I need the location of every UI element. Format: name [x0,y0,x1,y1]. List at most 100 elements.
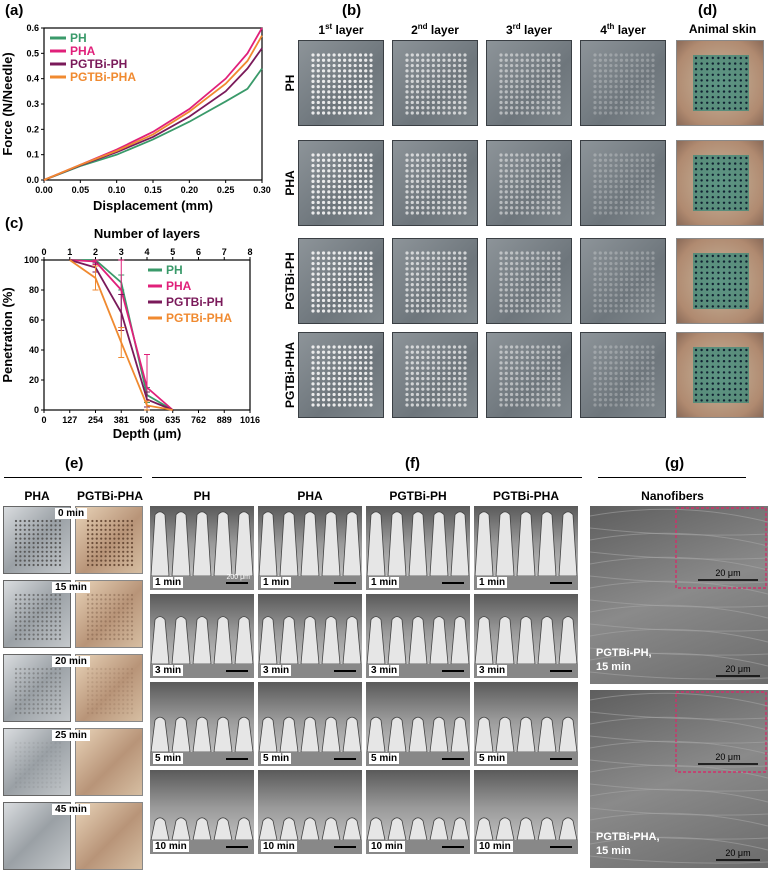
sem-image: 3 min [366,594,470,678]
stained-array [693,55,749,111]
dissolution-col-pha: PHA [24,489,50,503]
time-label: 25 min [34,730,108,741]
scale-bar [226,846,248,848]
layer-ordinal: rd [512,22,521,31]
y-tick-label: 0.6 [26,23,39,33]
scale-bar [334,758,356,760]
time-text: 0 min [54,508,88,519]
inset-frame [675,691,767,773]
scale-bar [334,582,356,584]
sem-image: 10 min [474,770,578,854]
sem-time-label: 10 min [477,841,513,852]
sem-image: 3 min [258,594,362,678]
x-tick-label: 0.15 [144,185,162,195]
x-tick-label: 0.05 [72,185,90,195]
panel-g-rule [598,477,746,478]
array-photo [486,40,572,126]
dissolution-col-pgtbi-pha: PGTBi-PHA [77,489,143,503]
legend-entry: PGTBi-PHA [70,70,136,84]
sample-label: PGTBi-PHA, [596,831,660,843]
microneedle-array [14,519,62,567]
y-tick-label: 40 [29,345,39,355]
sem-time-label: 1 min [369,577,400,588]
scale-bar [226,670,248,672]
legend-entry: PHA [166,279,192,293]
array-photo [580,332,666,418]
layer-header-4: 4th layer [580,22,666,37]
y-tick-label: 0.1 [26,150,39,160]
microneedle-array [86,593,134,641]
legend-entry: PH [70,31,87,45]
scale-bar [442,670,464,672]
time-label: 20 min [34,656,108,667]
x-tick-label: 0.20 [181,185,199,195]
x-tick-label: 127 [62,415,77,425]
scale-bar [550,846,572,848]
time-text: 20 min [52,656,90,667]
sem-image: 5 min [474,682,578,766]
y-tick-label: 80 [29,285,39,295]
x-tick-label: 0.00 [35,185,53,195]
sem-col-pha: PHA [297,489,323,503]
needle-holes [499,53,561,115]
y-tick-label: 20 [29,375,39,385]
array-photo [392,332,478,418]
layer-ordinal: st [325,22,333,31]
legend-entry: PGTBi-PHA [166,311,232,325]
x-axis-label: Depth (μm) [113,426,182,441]
sem-time-label: 5 min [369,753,400,764]
needle-profile [366,716,470,766]
scale-bar [550,582,572,584]
array-photo [392,238,478,324]
sem-time-label: 10 min [261,841,297,852]
needle-holes [405,153,467,215]
sem-image: 1 min [366,506,470,590]
microneedle-array [14,667,62,715]
array-photo [486,332,572,418]
nanofiber-image: 20 μm 20 μm PGTBi-PH, 15 min [590,506,768,684]
sem-image: 3 min [150,594,254,678]
needle-holes [593,251,655,313]
needle-holes [593,345,655,407]
sem-time-label: 5 min [477,753,508,764]
series-line-ph [43,68,263,181]
force-displacement-chart: 0.00 0.05 0.10 0.15 0.20 0.25 0.30 0.0 0.1 0.2 0.3… [0,23,271,213]
x2-tick-label: 8 [247,247,252,257]
needle-holes [311,153,373,215]
inset-scale-text: 20 μm [715,752,740,762]
time-label: 15 min [34,582,108,593]
scale-text: 20 μm [725,664,750,674]
scale-bar [226,758,248,760]
skin-photo [676,140,764,226]
needle-holes [499,251,561,313]
stained-array [693,155,749,211]
sem-image: 3 min [474,594,578,678]
needle-profile [150,716,254,766]
needle-holes [593,153,655,215]
needle-holes [499,153,561,215]
microneedle-array [14,593,62,641]
pha-photo [3,506,71,574]
y-tick-label: 0 [34,405,39,415]
layer-word: layer [520,23,553,37]
sem-image: 5 min [258,682,362,766]
layer-header-1: 1st layer [298,22,384,37]
y-axis-label: Force (N/Needle) [0,52,15,155]
sample-time-label: 15 min [596,845,631,857]
sem-col-pgtbi-ph: PGTBi-PH [389,489,447,503]
array-photo [392,140,478,226]
sem-image: 1 min [258,506,362,590]
pgtbi-pha-photo [75,506,143,574]
y-tick-label: 0.4 [26,74,39,84]
array-photo [486,140,572,226]
layer-number: 1 [318,23,326,37]
x-tick-label: 889 [217,415,232,425]
time-label: 0 min [34,508,108,519]
array-photo [298,332,384,418]
panel-e-rule [4,477,142,478]
sem-time-label: 1 min [153,577,184,588]
panel-label-g: (g) [665,455,685,472]
layer-word: layer [427,23,459,37]
y-tick-label: 0.5 [26,48,39,58]
y-tick-label: 0.3 [26,99,39,109]
